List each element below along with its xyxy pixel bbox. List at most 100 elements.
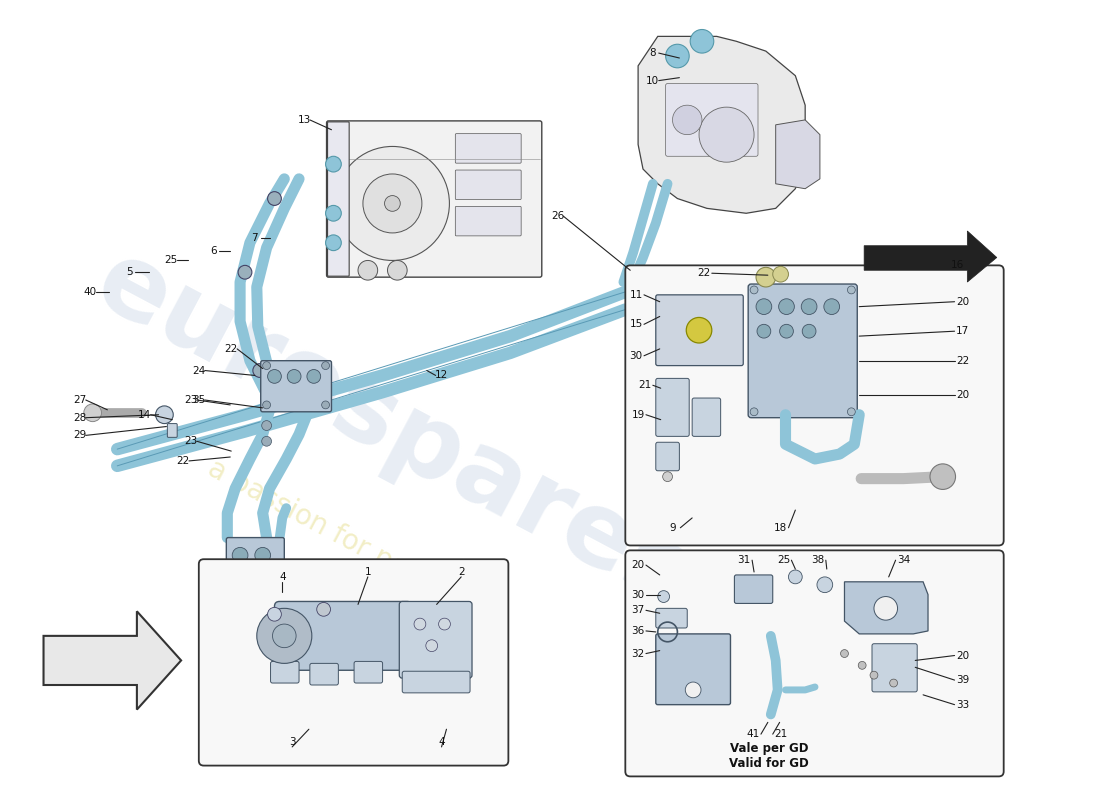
Text: 39: 39 <box>956 675 969 685</box>
Text: 38: 38 <box>812 555 825 565</box>
FancyBboxPatch shape <box>656 608 688 628</box>
Circle shape <box>363 174 422 233</box>
Text: 34: 34 <box>896 555 910 565</box>
FancyBboxPatch shape <box>455 170 521 199</box>
Circle shape <box>698 107 755 162</box>
Text: 1: 1 <box>364 567 371 577</box>
FancyBboxPatch shape <box>327 121 542 277</box>
Circle shape <box>666 44 690 68</box>
Text: 2: 2 <box>458 567 464 577</box>
Text: Valid for GD: Valid for GD <box>729 757 808 770</box>
Circle shape <box>672 105 702 134</box>
Circle shape <box>780 324 793 338</box>
Text: 35: 35 <box>192 395 206 405</box>
Circle shape <box>267 370 282 383</box>
Text: 22: 22 <box>224 344 238 354</box>
Circle shape <box>263 401 271 409</box>
Text: 30: 30 <box>629 350 642 361</box>
Polygon shape <box>845 582 928 634</box>
Text: 13: 13 <box>297 115 310 125</box>
Circle shape <box>256 608 311 663</box>
Circle shape <box>690 30 714 53</box>
Text: 18: 18 <box>774 522 788 533</box>
Text: 27: 27 <box>74 395 87 405</box>
Text: 32: 32 <box>631 649 645 658</box>
Text: 6: 6 <box>210 246 217 256</box>
Circle shape <box>789 570 802 584</box>
Text: 41: 41 <box>747 729 760 739</box>
Circle shape <box>255 547 271 563</box>
Circle shape <box>414 618 426 630</box>
Circle shape <box>874 597 898 620</box>
Text: 40: 40 <box>84 287 97 297</box>
Text: 5: 5 <box>125 267 132 278</box>
Circle shape <box>757 324 771 338</box>
FancyBboxPatch shape <box>455 206 521 236</box>
Circle shape <box>267 607 282 621</box>
FancyBboxPatch shape <box>271 662 299 683</box>
Circle shape <box>756 267 775 287</box>
Text: 17: 17 <box>956 326 969 336</box>
FancyBboxPatch shape <box>625 550 1003 776</box>
Circle shape <box>232 547 248 563</box>
Text: 8: 8 <box>649 48 657 58</box>
Polygon shape <box>776 120 820 189</box>
FancyBboxPatch shape <box>666 83 758 156</box>
Text: 12: 12 <box>434 370 448 381</box>
Circle shape <box>685 682 701 698</box>
Text: 22: 22 <box>697 268 711 278</box>
FancyBboxPatch shape <box>625 266 1003 546</box>
FancyBboxPatch shape <box>656 295 744 366</box>
Circle shape <box>426 640 438 651</box>
FancyBboxPatch shape <box>403 671 470 693</box>
Text: 20: 20 <box>956 297 969 306</box>
Circle shape <box>801 298 817 314</box>
Circle shape <box>387 261 407 280</box>
Circle shape <box>263 362 271 370</box>
Circle shape <box>273 624 296 648</box>
Text: 10: 10 <box>647 76 659 86</box>
Text: 26: 26 <box>551 211 564 222</box>
Circle shape <box>847 408 856 416</box>
Text: 24: 24 <box>192 366 206 375</box>
Text: 3: 3 <box>289 737 296 747</box>
Circle shape <box>238 266 252 279</box>
Circle shape <box>772 266 789 282</box>
Circle shape <box>326 206 341 221</box>
FancyBboxPatch shape <box>199 559 508 766</box>
Circle shape <box>84 404 101 422</box>
Circle shape <box>686 318 712 343</box>
Text: 22: 22 <box>176 456 189 466</box>
Text: 7: 7 <box>252 233 258 243</box>
Text: 4: 4 <box>438 737 444 747</box>
FancyBboxPatch shape <box>692 398 720 436</box>
Text: 30: 30 <box>631 590 645 599</box>
FancyBboxPatch shape <box>656 634 730 705</box>
Circle shape <box>658 590 670 602</box>
Circle shape <box>750 286 758 294</box>
Circle shape <box>326 156 341 172</box>
Text: 14: 14 <box>139 410 152 420</box>
FancyBboxPatch shape <box>261 361 331 412</box>
Text: 9: 9 <box>669 522 675 533</box>
Text: 25: 25 <box>777 555 790 565</box>
FancyBboxPatch shape <box>227 538 284 573</box>
Circle shape <box>750 408 758 416</box>
FancyBboxPatch shape <box>399 602 472 678</box>
Circle shape <box>267 192 282 206</box>
Text: 16: 16 <box>950 260 964 270</box>
Text: 11: 11 <box>629 290 642 300</box>
Text: 4: 4 <box>279 572 286 582</box>
Circle shape <box>262 421 272 430</box>
Text: 20: 20 <box>631 560 645 570</box>
Text: Vale per GD: Vale per GD <box>729 742 808 755</box>
Circle shape <box>802 324 816 338</box>
Text: 19: 19 <box>631 410 645 420</box>
FancyBboxPatch shape <box>354 662 383 683</box>
Text: 37: 37 <box>631 606 645 615</box>
Text: 20: 20 <box>956 390 969 400</box>
Polygon shape <box>865 231 997 282</box>
Text: 28: 28 <box>74 413 87 422</box>
FancyBboxPatch shape <box>455 134 521 163</box>
Circle shape <box>317 602 330 616</box>
